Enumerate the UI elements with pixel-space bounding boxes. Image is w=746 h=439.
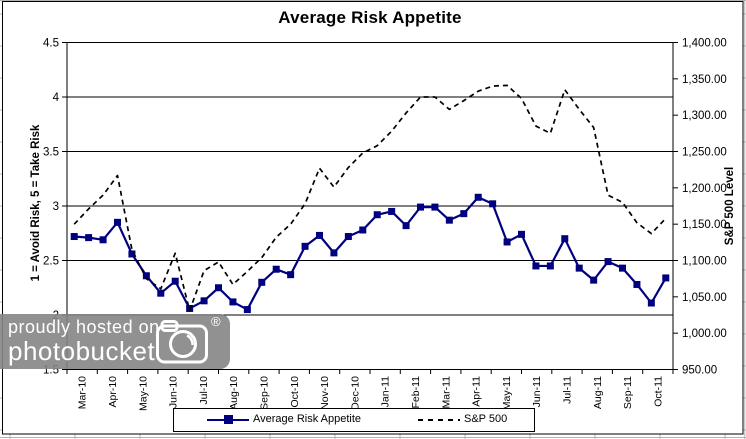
risk-appetite-marker [258, 278, 266, 286]
y-left-tick-label: 4.5 [43, 38, 59, 50]
risk-appetite-marker [662, 274, 670, 282]
risk-appetite-marker [532, 262, 540, 270]
risk-appetite-marker [99, 236, 107, 244]
risk-appetite-legend-square-marker [224, 415, 233, 424]
y-right-tick-label: 1,250.00 [682, 147, 727, 159]
x-tick-label: Mar-10 [77, 376, 89, 409]
risk-appetite-marker [431, 203, 439, 211]
x-tick-label: Jul-11 [561, 376, 573, 404]
risk-appetite-marker [85, 234, 93, 242]
risk-appetite-marker [215, 284, 222, 292]
risk-appetite-marker [474, 193, 482, 201]
risk-appetite-marker [445, 216, 453, 224]
risk-appetite-marker [590, 276, 598, 284]
risk-appetite-marker [287, 271, 295, 279]
risk-appetite-marker [373, 211, 381, 219]
watermark-text: proudly hosted on photobucket [8, 318, 160, 364]
y-axis-right-title: S&P 500 Level [724, 166, 736, 246]
risk-appetite-marker [388, 207, 396, 215]
x-tick-label: Aug-10 [228, 376, 240, 410]
x-tick-label: Jul-10 [198, 376, 210, 405]
risk-appetite-marker [417, 203, 424, 211]
legend: Average Risk Appetite S&P 500 [173, 408, 535, 432]
risk-appetite-marker [330, 249, 338, 257]
risk-appetite-marker [128, 250, 136, 258]
watermark-line1: proudly hosted on [8, 317, 160, 337]
x-tick-label: Apr-11 [471, 376, 483, 407]
y-right-tick-label: 1,350.00 [682, 74, 727, 86]
x-tick-label: May-11 [501, 376, 513, 410]
x-tick-label: Oct-10 [289, 376, 301, 408]
watermark-registered-symbol: ® [211, 314, 221, 329]
risk-appetite-marker [344, 233, 352, 241]
y-right-tick-label: 1,050.00 [682, 292, 727, 304]
risk-appetite-marker [604, 258, 612, 266]
risk-appetite-marker [619, 264, 626, 272]
watermark-line2: photobucket [8, 336, 156, 366]
y-left-tick-label: 3.5 [43, 147, 59, 159]
y-left-tick-label: 3 [53, 201, 59, 213]
x-tick-label: Feb-11 [410, 376, 422, 409]
x-tick-label: Apr-10 [107, 376, 119, 408]
y-axis-left-title: 1 = Avoid Risk, 5 = Take Risk [30, 124, 42, 282]
y-right-tick-label: 1,000.00 [682, 328, 727, 340]
y-right-tick-label: 950.00 [682, 365, 717, 377]
risk-appetite-marker [301, 242, 309, 250]
risk-appetite-marker [633, 280, 641, 288]
camera-icon [156, 320, 208, 364]
risk-appetite-marker [546, 262, 554, 270]
risk-appetite-marker [171, 277, 179, 285]
y-right-tick-label: 1,100.00 [682, 256, 727, 268]
x-tick-label: Sep-10 [258, 376, 270, 410]
x-tick-label: Aug-11 [592, 376, 604, 409]
x-tick-label: Jun-11 [531, 376, 543, 407]
x-tick-label: Mar-11 [440, 376, 452, 409]
sp500-line [73, 84, 667, 312]
risk-appetite-marker [142, 272, 150, 280]
risk-appetite-marker [489, 200, 497, 208]
risk-appetite-marker [70, 233, 78, 241]
legend-label-sp500: S&P 500 [464, 413, 508, 425]
risk-appetite-marker [229, 298, 237, 306]
risk-appetite-marker [272, 265, 280, 273]
x-tick-label: Jan-11 [380, 376, 392, 407]
x-tick-label: Sep-11 [622, 376, 634, 409]
risk-appetite-marker [575, 264, 583, 272]
y-left-tick-label: 4 [53, 92, 60, 104]
y-right-tick-label: 1,200.00 [682, 183, 727, 195]
x-tick-label: May-10 [137, 376, 149, 411]
chart-title: Average Risk Appetite [278, 8, 462, 27]
x-tick-label: Nov-10 [319, 376, 331, 410]
risk-appetite-marker [518, 230, 525, 238]
risk-appetite-marker [561, 235, 569, 243]
x-tick-label: Dec-10 [349, 376, 361, 410]
risk-appetite-marker [316, 231, 323, 239]
y-right-tick-label: 1,150.00 [682, 219, 727, 231]
risk-appetite-marker [503, 238, 511, 246]
legend-label-risk-appetite: Average Risk Appetite [253, 413, 362, 425]
y-left-tick-label: 2.5 [43, 256, 59, 268]
sp500-legend-dashed-line [418, 419, 460, 421]
risk-appetite-marker [200, 297, 208, 305]
y-right-tick-label: 1,400.00 [682, 38, 727, 50]
x-tick-label: Oct-11 [652, 376, 664, 407]
risk-appetite-marker [402, 222, 410, 230]
risk-appetite-marker [460, 210, 468, 218]
photobucket-watermark[interactable]: proudly hosted on photobucket ® [0, 314, 230, 369]
risk-appetite-marker [114, 218, 121, 226]
risk-appetite-marker [359, 226, 367, 234]
x-tick-label: Jun-10 [168, 376, 180, 408]
risk-appetite-marker [243, 306, 251, 314]
y-right-tick-label: 1,300.00 [682, 110, 727, 122]
risk-appetite-marker [647, 299, 655, 307]
risk-appetite-marker [157, 289, 165, 297]
